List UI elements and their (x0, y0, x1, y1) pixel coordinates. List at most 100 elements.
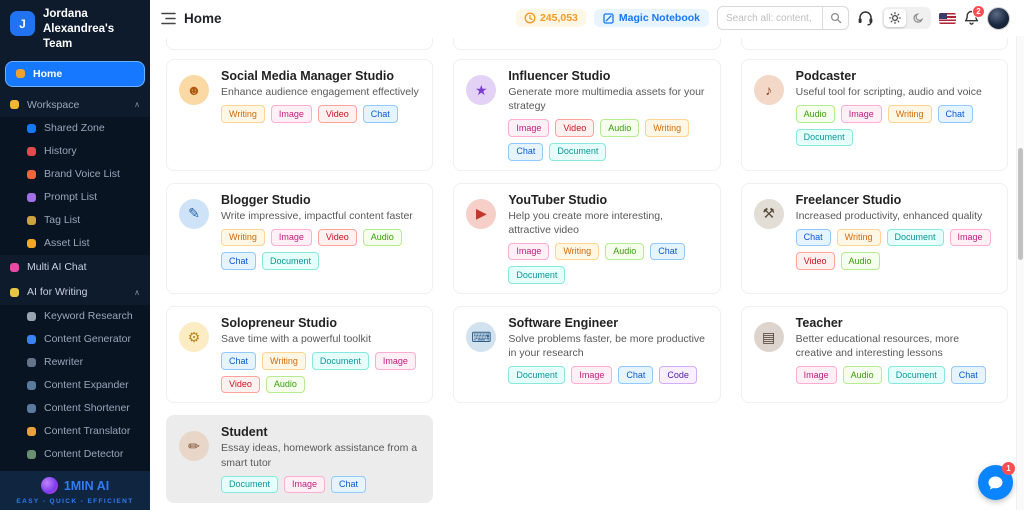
page-scrollbar[interactable] (1016, 36, 1024, 510)
search-icon[interactable] (822, 7, 848, 29)
tag-writing: Writing (221, 105, 265, 123)
tag-video: Video (221, 375, 260, 394)
sidebar-item-label: Rewriter (44, 356, 84, 369)
sidebar-item-content-detector[interactable]: Content Detector (0, 443, 150, 466)
studio-card-student[interactable]: ✏ Student Essay ideas, homework assistan… (166, 415, 434, 504)
sidebar-item-content-translator[interactable]: Content Translator (0, 420, 150, 443)
tag-video: Video (795, 252, 835, 270)
studio-tags: Image Video Audio Writing Chat Document (508, 119, 707, 161)
sidebar-item-multi-ai-chat[interactable]: Multi AI Chat (0, 255, 150, 280)
sidebar-nav: Home Workspace ∧ Shared Zone History Brand Vo… (0, 60, 150, 489)
magic-notebook-button[interactable]: Magic Notebook (593, 9, 709, 27)
studio-card-social-media-manager-studio[interactable]: ☻ Social Media Manager Studio Enhance au… (166, 59, 434, 171)
collapse-caret-icon[interactable]: ∧ (134, 100, 140, 110)
tag-writing: Writing (262, 352, 306, 370)
search-input[interactable] (718, 7, 822, 29)
tag-document: Document (508, 266, 566, 285)
studio-card-teacher[interactable]: ▤ Teacher Better educational resources, … (740, 306, 1008, 404)
tag-video: Video (317, 105, 357, 123)
main-content: ☻ Social Media Manager Studio Enhance au… (150, 36, 1024, 510)
content-shortener-icon (27, 403, 36, 413)
dark-mode-moon-icon[interactable] (907, 9, 929, 27)
1min-ai-logo-icon (40, 477, 58, 494)
tag-chat: Chat (508, 142, 544, 161)
tag-image: Image (508, 119, 550, 137)
sidebar-item-history[interactable]: History (0, 140, 150, 163)
user-avatar[interactable] (987, 6, 1010, 30)
workspace-icon (10, 100, 19, 110)
studio-card-influencer-studio[interactable]: ★ Influencer Studio Generate more multim… (453, 59, 721, 171)
support-headset-icon[interactable] (857, 10, 874, 26)
studio-description: Help you create more interesting, attrac… (508, 209, 663, 236)
global-search (717, 6, 849, 30)
tag-writing: Writing (836, 228, 881, 247)
tag-image: Image (374, 352, 416, 370)
top-header: Home 245,053 Magic Notebook (150, 0, 1024, 36)
sidebar-item-home[interactable]: Home (5, 60, 145, 87)
studios-panel: ☻ Social Media Manager Studio Enhance au… (150, 36, 1024, 510)
clipped-card (453, 38, 721, 50)
studio-description: Better educational resources, more creat… (795, 333, 960, 360)
studio-description: Write impressive, impactful content fast… (221, 209, 413, 222)
sidebar-item-label: Content Translator (44, 425, 131, 438)
tag-video: Video (317, 228, 357, 247)
tag-chat: Chat (937, 105, 973, 123)
credits-badge[interactable]: 245,053 (515, 9, 586, 27)
scrollbar-thumb[interactable] (1018, 148, 1023, 260)
studio-card-software-engineer[interactable]: ⌨ Software Engineer Solve problems faste… (453, 306, 721, 404)
content-translator-icon (27, 426, 36, 436)
tag-chat: Chat (221, 252, 257, 270)
tag-image: Image (508, 242, 550, 261)
tag-document: Document (795, 128, 853, 147)
history-icon (27, 146, 36, 156)
shared-zone-icon (27, 123, 36, 133)
studio-card-freelancer-studio[interactable]: ⚒ Freelancer Studio Increased productivi… (740, 182, 1008, 295)
studio-title: YouTuber Studio (508, 192, 608, 207)
sidebar-item-rewriter[interactable]: Rewriter (0, 351, 150, 374)
studio-card-blogger-studio[interactable]: ✎ Blogger Studio Write impressive, impac… (166, 182, 434, 295)
teacher-icon: ▤ (753, 322, 784, 353)
tag-image: Image (270, 105, 312, 123)
studio-title: Blogger Studio (221, 192, 311, 207)
sidebar-item-shared-zone[interactable]: Shared Zone (0, 117, 150, 140)
team-name: Jordana Alexandrea's Team (43, 8, 115, 50)
sidebar-item-content-shortener[interactable]: Content Shortener (0, 397, 150, 420)
brand-voice-icon (27, 169, 36, 179)
sidebar-item-label: Content Shortener (44, 402, 130, 415)
studio-tags: Image Writing Audio Chat Document (508, 242, 707, 285)
sidebar-item-label: Home (33, 67, 63, 80)
sidebar-item-content-generator[interactable]: Content Generator (0, 328, 150, 351)
sidebar-item-asset-list[interactable]: Asset List (0, 232, 150, 255)
sidebar-item-brand-voice-list[interactable]: Brand Voice List (0, 163, 150, 186)
notifications-button[interactable]: 2 (964, 5, 985, 26)
sidebar-item-label: Keyword Research (44, 310, 133, 323)
tag-image: Image (949, 228, 991, 247)
magic-notebook-label: Magic Notebook (618, 12, 700, 24)
sidebar-item-ai-for-writing[interactable]: AI for Writing ∧ (0, 280, 150, 305)
sidebar-item-keyword-research[interactable]: Keyword Research (0, 305, 150, 328)
sidebar-item-workspace[interactable]: Workspace ∧ (0, 93, 150, 117)
sidebar-item-label: History (44, 145, 77, 158)
language-flag-icon[interactable] (939, 12, 956, 24)
light-mode-sun-icon[interactable] (884, 9, 906, 27)
sidebar-item-prompt-list[interactable]: Prompt List (0, 186, 150, 209)
tag-chat: Chat (362, 105, 398, 123)
studio-description: Increased productivity, enhanced quality (795, 209, 983, 222)
chat-widget-button[interactable]: 1 (978, 462, 1015, 500)
tag-document: Document (886, 228, 944, 247)
sidebar-collapse-icon[interactable] (160, 10, 176, 26)
clipped-card (740, 38, 1008, 50)
collapse-caret-icon[interactable]: ∧ (134, 287, 140, 297)
tag-chat: Chat (795, 228, 831, 247)
sidebar-item-tag-list[interactable]: Tag List (0, 209, 150, 232)
sidebar-item-label: Prompt List (44, 191, 98, 204)
sidebar-item-label: Tag List (44, 214, 81, 227)
studio-card-podcaster[interactable]: ♪ Podcaster Useful tool for scripting, a… (740, 59, 1008, 171)
tag-image: Image (571, 366, 613, 384)
sidebar-item-label: Workspace (27, 98, 80, 111)
studio-card-solopreneur-studio[interactable]: ⚙ Solopreneur Studio Save time with a po… (166, 306, 434, 404)
studio-card-youtuber-studio[interactable]: ▶ YouTuber Studio Help you create more i… (453, 182, 721, 295)
team-switcher[interactable]: J Jordana Alexandrea's Team (0, 0, 150, 56)
sidebar-item-content-expander[interactable]: Content Expander (0, 374, 150, 397)
freelancer-icon: ⚒ (753, 198, 784, 229)
